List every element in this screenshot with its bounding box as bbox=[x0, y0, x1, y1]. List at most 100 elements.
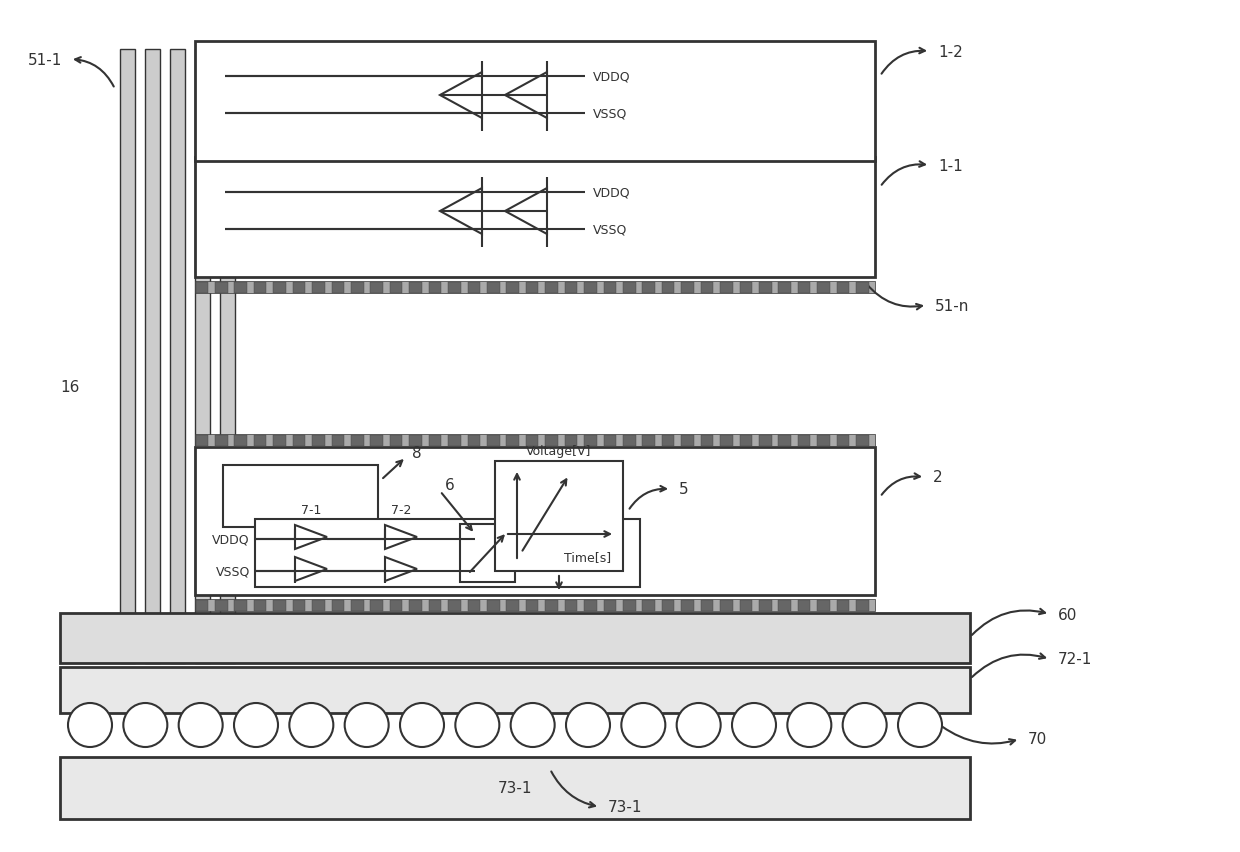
Bar bbox=[797, 282, 811, 293]
Circle shape bbox=[123, 703, 167, 747]
Circle shape bbox=[511, 703, 554, 747]
Bar bbox=[351, 435, 363, 446]
Text: VDDQ: VDDQ bbox=[593, 187, 631, 199]
Circle shape bbox=[621, 703, 666, 747]
Bar bbox=[223, 465, 378, 527]
Bar bbox=[195, 447, 875, 596]
Bar bbox=[429, 600, 441, 611]
Bar bbox=[622, 282, 636, 293]
Text: 73-1: 73-1 bbox=[608, 799, 642, 815]
Bar bbox=[856, 282, 869, 293]
Text: 7-1: 7-1 bbox=[301, 503, 321, 516]
Circle shape bbox=[401, 703, 444, 747]
Bar bbox=[331, 282, 345, 293]
Bar bbox=[681, 435, 694, 446]
Bar bbox=[448, 282, 461, 293]
Bar bbox=[195, 50, 210, 663]
Bar bbox=[720, 435, 733, 446]
Bar bbox=[604, 282, 616, 293]
Bar bbox=[739, 435, 753, 446]
Circle shape bbox=[565, 703, 610, 747]
Bar bbox=[60, 667, 970, 713]
Bar bbox=[779, 282, 791, 293]
Bar bbox=[195, 599, 875, 611]
Bar bbox=[526, 600, 538, 611]
Bar bbox=[234, 282, 247, 293]
Bar bbox=[409, 600, 422, 611]
Bar bbox=[837, 282, 849, 293]
Bar bbox=[293, 282, 305, 293]
Text: VDDQ: VDDQ bbox=[212, 532, 250, 546]
Bar bbox=[120, 50, 135, 663]
Bar bbox=[662, 282, 675, 293]
Bar bbox=[797, 600, 811, 611]
Text: 51-n: 51-n bbox=[935, 298, 970, 314]
Circle shape bbox=[179, 703, 223, 747]
Bar bbox=[196, 435, 208, 446]
Bar bbox=[331, 435, 345, 446]
Circle shape bbox=[898, 703, 942, 747]
Bar bbox=[584, 435, 596, 446]
Bar bbox=[837, 600, 849, 611]
Bar bbox=[604, 435, 616, 446]
Bar bbox=[254, 282, 267, 293]
Bar bbox=[254, 600, 267, 611]
Bar bbox=[331, 600, 345, 611]
Bar bbox=[448, 435, 461, 446]
Circle shape bbox=[345, 703, 388, 747]
Bar bbox=[170, 50, 185, 663]
Bar bbox=[739, 600, 753, 611]
Bar bbox=[195, 435, 875, 446]
Text: VSSQ: VSSQ bbox=[216, 565, 250, 578]
Bar bbox=[564, 282, 578, 293]
Bar bbox=[351, 282, 363, 293]
Bar bbox=[817, 600, 830, 611]
Bar bbox=[526, 435, 538, 446]
Bar bbox=[546, 600, 558, 611]
Text: 8: 8 bbox=[412, 446, 422, 461]
Bar bbox=[371, 600, 383, 611]
Text: 6: 6 bbox=[445, 477, 455, 492]
Bar bbox=[546, 435, 558, 446]
Bar bbox=[234, 600, 247, 611]
Bar bbox=[195, 282, 875, 294]
Bar bbox=[720, 282, 733, 293]
Text: 73-1: 73-1 bbox=[497, 780, 532, 796]
Bar bbox=[720, 600, 733, 611]
Bar bbox=[255, 520, 640, 587]
Bar bbox=[215, 435, 228, 446]
Bar bbox=[196, 282, 208, 293]
Bar bbox=[495, 462, 622, 572]
Bar bbox=[622, 600, 636, 611]
Bar bbox=[467, 435, 480, 446]
Bar bbox=[371, 282, 383, 293]
Bar bbox=[681, 600, 694, 611]
Bar bbox=[351, 600, 363, 611]
Bar bbox=[467, 282, 480, 293]
Text: 70: 70 bbox=[1028, 732, 1048, 746]
Text: Time[s]: Time[s] bbox=[564, 551, 611, 564]
Circle shape bbox=[843, 703, 887, 747]
Bar bbox=[273, 600, 286, 611]
Text: 16: 16 bbox=[61, 380, 81, 394]
Circle shape bbox=[234, 703, 278, 747]
Bar bbox=[409, 435, 422, 446]
Bar bbox=[506, 600, 520, 611]
Bar bbox=[642, 282, 655, 293]
Text: 60: 60 bbox=[1058, 607, 1078, 622]
Bar bbox=[856, 600, 869, 611]
Bar bbox=[584, 600, 596, 611]
Bar bbox=[448, 600, 461, 611]
Bar bbox=[389, 282, 403, 293]
Bar bbox=[389, 600, 403, 611]
Text: VSSQ: VSSQ bbox=[593, 223, 627, 236]
Bar bbox=[429, 435, 441, 446]
Bar bbox=[817, 282, 830, 293]
Bar bbox=[60, 613, 970, 663]
Bar bbox=[506, 435, 520, 446]
Bar bbox=[564, 600, 578, 611]
Bar bbox=[584, 282, 596, 293]
Text: 7-2: 7-2 bbox=[391, 503, 412, 516]
Bar bbox=[487, 435, 500, 446]
Bar bbox=[487, 600, 500, 611]
